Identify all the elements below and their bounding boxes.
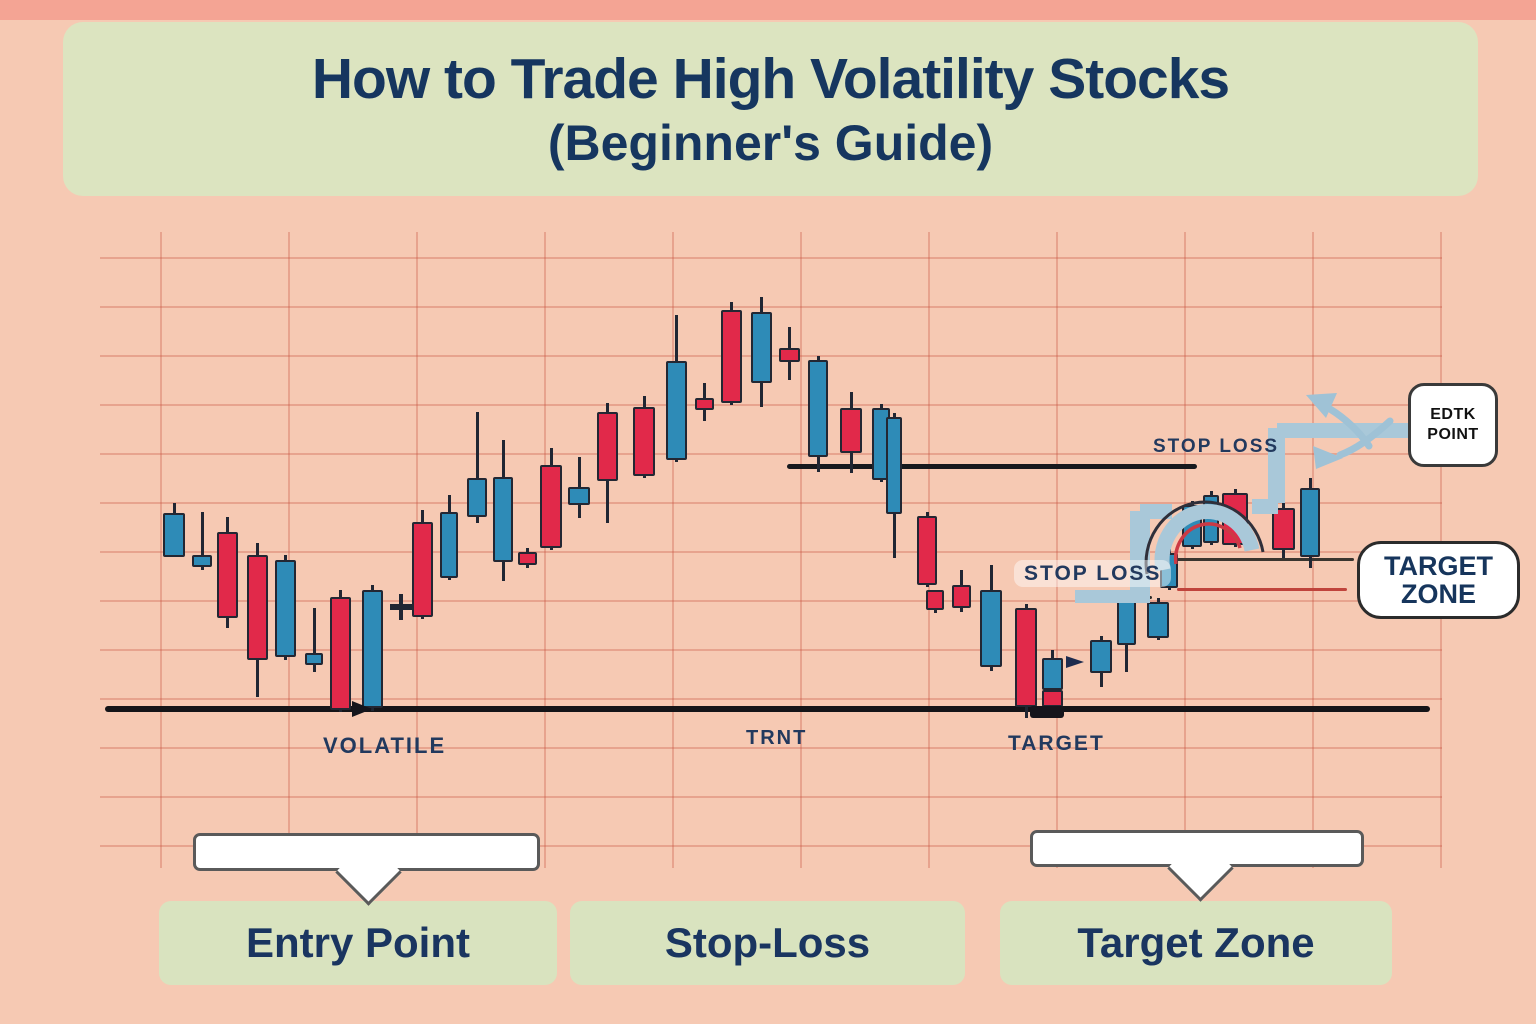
candle-bullish [440, 512, 458, 578]
entry-path-elbow-vertical [1268, 428, 1285, 503]
legend-entry-point-label: Entry Point [245, 919, 470, 966]
legend-stop-loss-label: Stop-Loss [664, 919, 871, 966]
grid-horizontal-line [100, 649, 1442, 651]
grid-horizontal-line [100, 257, 1442, 259]
candle-wick [312, 608, 316, 672]
candle-bearish [840, 408, 862, 453]
grid-vertical-line [160, 232, 162, 868]
entry-point-callout-line1: EDTK [1430, 406, 1476, 423]
candle-bullish [886, 417, 902, 514]
candle-bearish [412, 522, 433, 617]
grid-horizontal-line [100, 453, 1442, 455]
entry-path-upper-step [1140, 504, 1172, 519]
entry-path-step-horizontal [1075, 590, 1141, 603]
label-trend: TRNT [746, 727, 808, 749]
candle-bearish [917, 516, 937, 585]
candle-bearish [1015, 608, 1037, 707]
label-stop-loss-top: STOP LOSS [1153, 436, 1280, 457]
candle-bearish [1222, 493, 1248, 545]
grid-vertical-line [672, 232, 674, 868]
top-accent-strip [0, 0, 1536, 20]
candle-bullish [275, 560, 296, 657]
label-stop-loss-mid: STOP LOSS [1014, 560, 1172, 587]
grid-horizontal-line [100, 845, 1442, 847]
candle-bullish [305, 653, 323, 665]
candle-wick [475, 412, 479, 523]
candle-bullish [493, 477, 513, 562]
candle-bearish [518, 552, 537, 565]
support-arrow-icon [1066, 656, 1084, 668]
candle-bullish [808, 360, 828, 457]
target-upper-line [1160, 558, 1354, 561]
candle-bearish [217, 532, 238, 618]
target-zone-callout: TARGET ZONE [1357, 541, 1520, 619]
grid-horizontal-line [100, 600, 1442, 602]
label-target: TARGET [1008, 732, 1105, 755]
label-volatile: VOLATILE [323, 733, 447, 758]
candle-bullish [1147, 602, 1169, 638]
candle-bearish [247, 555, 268, 660]
candle-bearish [597, 412, 618, 481]
candle-bullish [1182, 505, 1202, 547]
legend-target-zone-label: Target Zone [1077, 919, 1315, 966]
grid-vertical-line [800, 232, 802, 868]
candle-bullish [1300, 488, 1320, 557]
grid-horizontal-line [100, 747, 1442, 749]
legend-target-zone: Target Zone [1000, 901, 1392, 985]
candle-bearish [952, 585, 971, 608]
candle-bearish [779, 348, 800, 362]
candle-bullish [467, 478, 487, 517]
candle-bearish [721, 310, 742, 403]
grid-vertical-line [544, 232, 546, 868]
target-zone-callout-line2: ZONE [1400, 579, 1476, 609]
candle-bullish [192, 555, 212, 567]
candle-bullish [980, 590, 1002, 667]
ink-blob [1030, 706, 1064, 718]
entry-point-callout-line2: POINT [1427, 426, 1479, 443]
entry-path-vertical [1130, 511, 1150, 603]
candle-bullish [1090, 640, 1112, 673]
entry-path-elbow-horizontal [1277, 423, 1409, 438]
label-stop-loss-mid-text: STOP LOSS [1014, 560, 1172, 587]
support-line [105, 706, 1430, 712]
support-arrow-icon [352, 701, 372, 717]
legend-entry-point: Entry Point [159, 901, 557, 985]
entry-point-callout: EDTK POINT [1408, 383, 1498, 467]
stop-loss-level [787, 464, 1197, 469]
grid-vertical-line [1184, 232, 1186, 868]
grid-horizontal-line [100, 404, 1442, 406]
candle-bullish [666, 361, 687, 460]
doji-candle-wick [399, 594, 403, 620]
page-subtitle: (Beginner's Guide) [547, 115, 994, 171]
candle-bullish [568, 487, 590, 505]
candle-bullish [1117, 598, 1136, 645]
grid-vertical-line [1056, 232, 1058, 868]
candle-bullish [1042, 658, 1063, 690]
grid-horizontal-line [100, 796, 1442, 798]
candle-wick [200, 512, 204, 570]
target-zone-callout-line1: TARGET [1384, 550, 1493, 581]
grid-horizontal-line [100, 502, 1442, 504]
candle-bearish [1272, 508, 1295, 550]
candle-bearish [1042, 690, 1063, 707]
grid-vertical-line [288, 232, 290, 868]
candle-bullish [1203, 495, 1219, 543]
legend-stop-loss: Stop-Loss [570, 901, 965, 985]
candle-bullish [751, 312, 772, 383]
grid-horizontal-line [100, 551, 1442, 553]
candle-bullish [362, 590, 383, 708]
candle-bearish [926, 590, 944, 610]
grid-horizontal-line [100, 698, 1442, 700]
page-title: How to Trade High Volatility Stocks [311, 47, 1230, 111]
candle-bearish [633, 407, 655, 476]
candle-bearish [330, 597, 351, 710]
title-banner: How to Trade High Volatility Stocks (Beg… [63, 22, 1478, 196]
target-lower-red-line [1177, 588, 1347, 591]
candle-bullish [163, 513, 185, 557]
candle-bearish [540, 465, 562, 548]
grid-horizontal-line [100, 306, 1442, 308]
candle-bearish [695, 398, 714, 410]
